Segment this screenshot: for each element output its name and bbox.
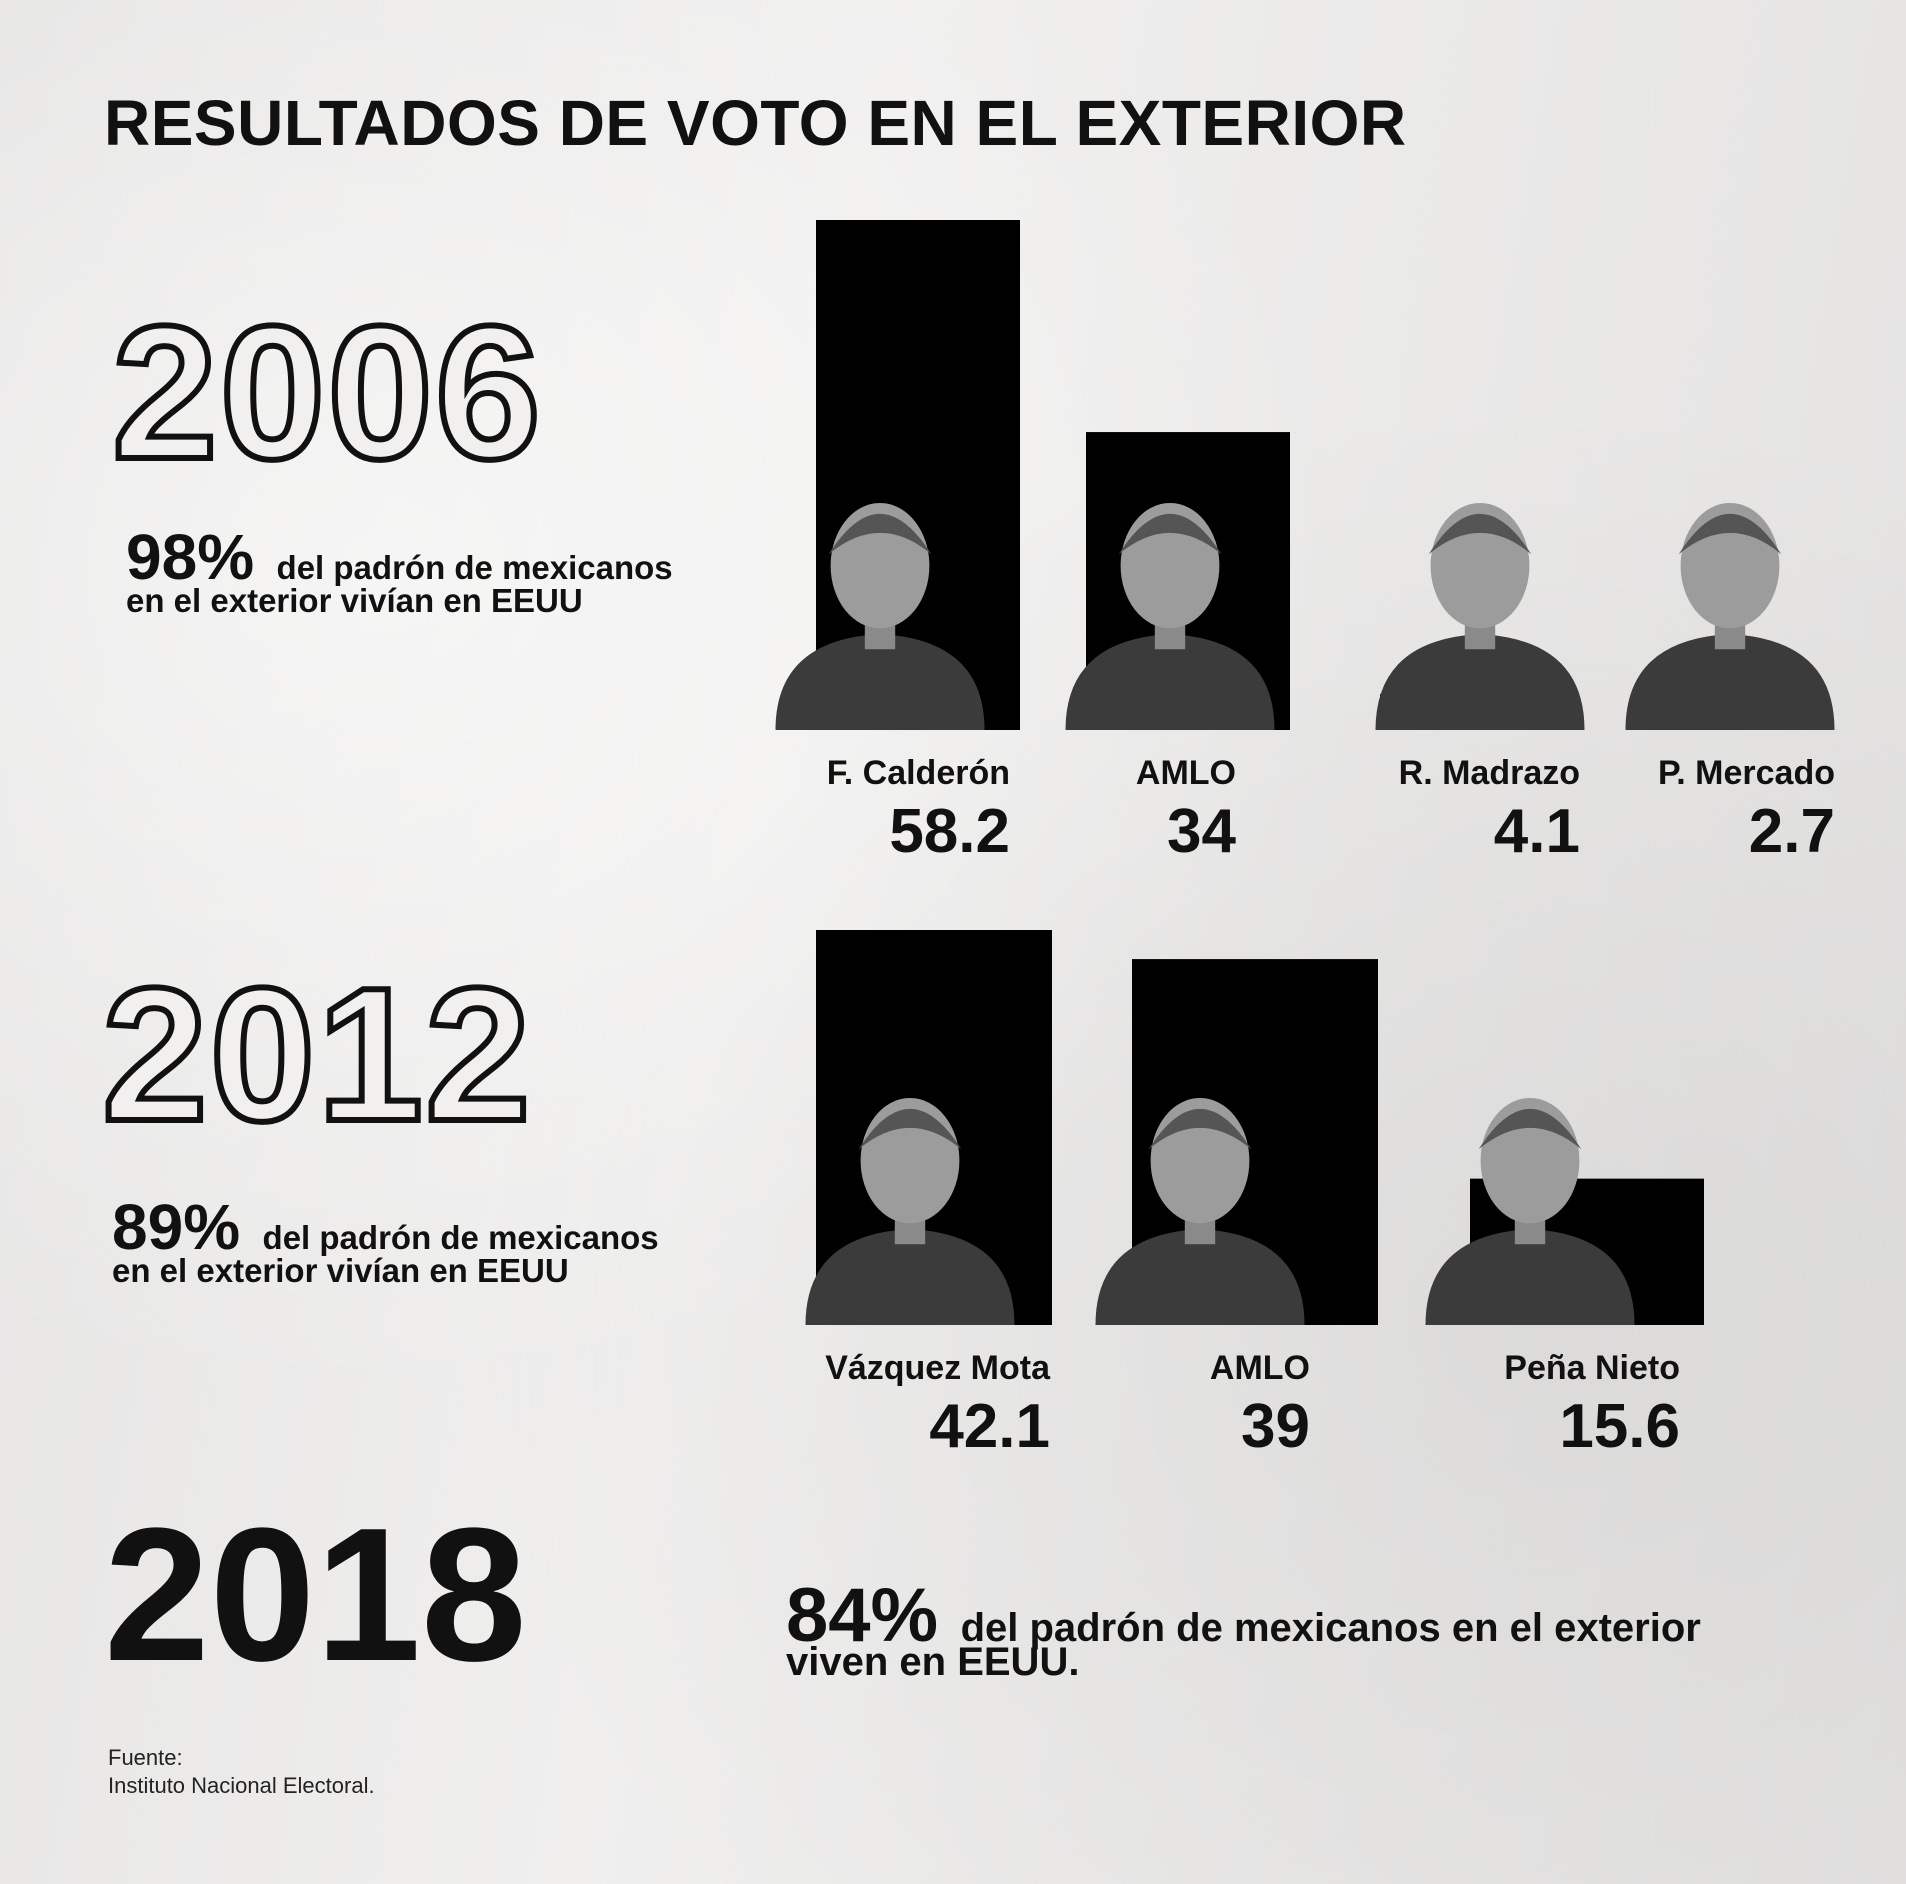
category-label-2012-vazquez-mota: Vázquez Mota xyxy=(825,1349,1051,1387)
pct-value-2006: 98% xyxy=(126,521,255,593)
portrait-shoulders xyxy=(775,634,985,730)
pct-value-2018: 84% xyxy=(786,1573,939,1658)
portrait-hair xyxy=(1148,1108,1252,1150)
portrait-2012-pena-nieto xyxy=(1425,1097,1635,1325)
bar-chart-2012: Vázquez Mota 42.1 AMLO 39 Peña Nieto 15.6 xyxy=(805,930,1704,1461)
category-label-2006-r-madrazo: R. Madrazo xyxy=(1399,754,1580,792)
portrait-shoulders xyxy=(1375,634,1585,730)
portrait-hair xyxy=(1428,513,1532,555)
pct-note-2018: 84% del padrón de mexicanos en el exteri… xyxy=(786,1572,1701,1659)
pct-text-2006-line2: en el exterior vivían en EEUU xyxy=(126,582,583,619)
pct-note-2006: 98% del padrón de mexicanos xyxy=(126,520,673,594)
portrait-2006-r-madrazo xyxy=(1375,502,1585,730)
value-label-2012-amlo: 39 xyxy=(1241,1392,1310,1461)
portrait-shoulders xyxy=(1065,634,1275,730)
portrait-2012-vazquez-mota xyxy=(805,1097,1015,1325)
portrait-shoulders xyxy=(1425,1229,1635,1325)
source-name: Instituto Nacional Electoral. xyxy=(108,1773,375,1798)
portrait-shoulders xyxy=(1625,634,1835,730)
pct-text-2012-line2: en el exterior vivían en EEUU xyxy=(112,1252,569,1289)
value-label-2012-vazquez-mota: 42.1 xyxy=(929,1392,1050,1461)
value-label-2006-amlo: 34 xyxy=(1167,797,1236,866)
category-label-2012-pena-nieto: Peña Nieto xyxy=(1504,1349,1680,1387)
category-label-2012-amlo: AMLO xyxy=(1210,1349,1310,1387)
value-label-2012-pena-nieto: 15.6 xyxy=(1559,1392,1680,1461)
pct-text-2012-line1: del padrón de mexicanos xyxy=(262,1219,659,1256)
pct-value-2012: 89% xyxy=(112,1191,241,1263)
portrait-2012-amlo xyxy=(1095,1097,1305,1325)
portrait-hair xyxy=(1678,513,1782,555)
year-2018-heading: 2018 xyxy=(104,1489,527,1701)
portrait-2006-p-mercado xyxy=(1625,502,1835,730)
bar-chart-2006: F. Calderón 58.2 AMLO 34 R. Madrazo 4.1 P. Mer… xyxy=(775,220,1835,866)
source-label: Fuente: xyxy=(108,1745,183,1770)
portrait-2006-f-calderon xyxy=(775,502,985,730)
portrait-shoulders xyxy=(805,1229,1015,1325)
value-label-2006-r-madrazo: 4.1 xyxy=(1494,797,1580,866)
category-label-2006-p-mercado: P. Mercado xyxy=(1658,754,1835,792)
portrait-2006-amlo xyxy=(1065,502,1275,730)
portrait-hair xyxy=(828,513,932,555)
category-label-2006-f-calderon: F. Calderón xyxy=(827,754,1010,792)
portrait-hair xyxy=(1118,513,1222,555)
pct-note-2012: 89% del padrón de mexicanos xyxy=(112,1190,659,1264)
value-label-2006-p-mercado: 2.7 xyxy=(1749,797,1835,866)
pct-text-2018-line2: viven en EEUU. xyxy=(786,1640,1080,1684)
page-title: RESULTADOS DE VOTO EN EL EXTERIOR xyxy=(104,87,1407,159)
year-2012-heading: 2012 xyxy=(99,949,534,1161)
value-label-2006-f-calderon: 58.2 xyxy=(889,797,1010,866)
pct-text-2006-line1: del padrón de mexicanos xyxy=(276,549,673,586)
portrait-shoulders xyxy=(1095,1229,1305,1325)
portrait-hair xyxy=(858,1108,962,1150)
category-label-2006-amlo: AMLO xyxy=(1136,754,1236,792)
year-2006-heading: 2006 xyxy=(109,287,544,499)
pct-text-2018-line1: del padrón de mexicanos en el exterior xyxy=(960,1606,1701,1650)
portrait-hair xyxy=(1478,1108,1582,1150)
